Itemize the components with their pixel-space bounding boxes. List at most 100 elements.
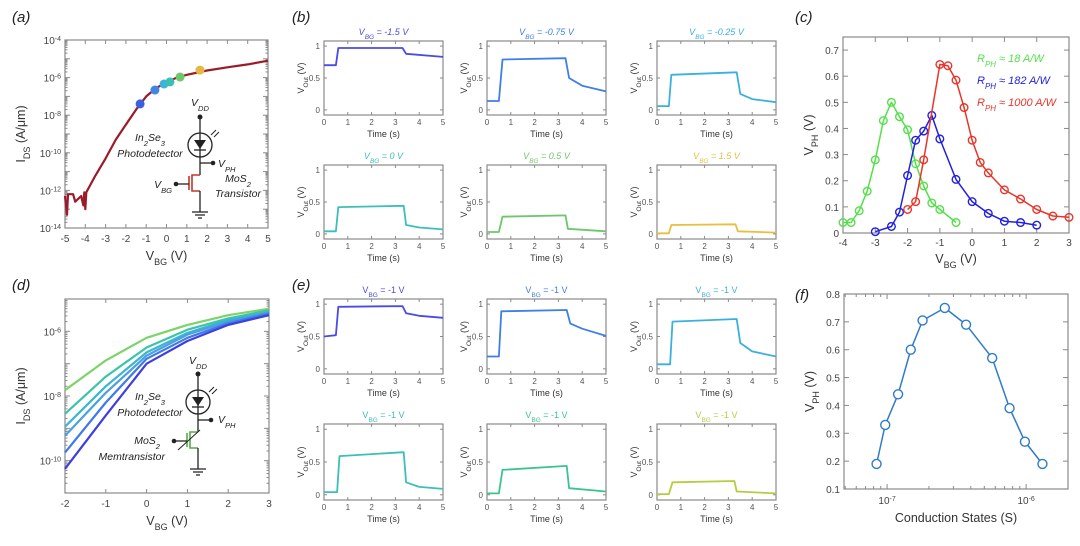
x-tick-label: 2 (369, 118, 374, 127)
x-axis-label: VBG (V) (146, 514, 188, 532)
legend-entry-part: PH (985, 82, 996, 91)
circuit-label-vbg-part: BG (161, 186, 172, 195)
y-axis-label: VOut (V) (629, 447, 643, 478)
circuit-label-tr1-part: MoS (134, 435, 156, 447)
y-tick-label: 10-6 (44, 73, 61, 85)
y-axis-label-part: Out (636, 335, 643, 346)
x-tick-label: 1 (1002, 238, 1008, 249)
log-exponent: -14 (51, 224, 61, 231)
x-axis-label-part: (V) (957, 252, 977, 266)
y-tick-label: 0.5 (642, 458, 654, 467)
subplot-title: VBG = -1 V (525, 410, 567, 424)
log-base: 10 (44, 74, 56, 85)
y-axis-label-part: Out (303, 335, 310, 346)
x-tick-label: 5 (604, 503, 609, 512)
y-axis-label: VOut (V) (629, 187, 643, 218)
y-tick-label: 0.5 (309, 198, 321, 207)
subplot-title-part: = 1.5 V (709, 151, 741, 161)
x-tick-label: 4 (417, 242, 422, 251)
subplot-title: VBG = 1.5 V (693, 151, 741, 165)
log-exponent: -8 (55, 111, 61, 118)
x-tick-label: 0 (485, 242, 490, 251)
data-point (999, 185, 1009, 195)
x-tick-label: 0 (655, 503, 660, 512)
x-tick-label: 0 (655, 242, 660, 251)
y-axis-label-part: Out (466, 77, 473, 88)
log-exponent: -12 (51, 186, 61, 193)
x-axis-label-part: Time (s) (367, 388, 400, 398)
data-point (1016, 194, 1026, 204)
data-point (919, 126, 929, 136)
x-tick-label: 1 (346, 503, 351, 512)
y-tick-label: 10-10 (40, 148, 61, 160)
x-tick-label: 0 (164, 234, 170, 245)
subplot-title: VBG = -1 V (362, 285, 404, 299)
data-point (903, 204, 913, 214)
subplot-plot-area (486, 40, 607, 116)
subplot-title-part: BG (701, 292, 710, 299)
subplot-title: VBG = -1 V (362, 410, 404, 424)
y-axis-label-part: V (296, 211, 306, 217)
y-tick-label: 0 (316, 230, 321, 239)
y-axis-label: VOut (V) (296, 187, 310, 218)
y-axis-label-part: Out (636, 77, 643, 88)
x-tick-label: 2 (369, 242, 374, 251)
x-axis-label: Conduction States (S) (895, 511, 1017, 525)
legend-entry-part: R (977, 53, 985, 65)
y-tick-label: 0.5 (309, 333, 321, 342)
x-tick-label: 1 (346, 377, 351, 386)
subplot-title: VBG = 0 V (364, 151, 404, 165)
x-tick-label: 2 (204, 234, 210, 245)
y-axis-label-part: Out (466, 335, 473, 346)
y-tick-label: 0 (479, 491, 484, 500)
y-tick-label: 1 (649, 42, 654, 51)
y-tick-label: 0 (316, 491, 321, 500)
x-axis-label-part: Time (s) (700, 253, 733, 263)
x-axis-label: Time (s) (367, 388, 400, 398)
y-tick-label: 1 (316, 42, 321, 51)
series-line-2 (907, 63, 1070, 219)
y-tick-label: 0.3 (825, 151, 839, 162)
subplot-title-part: = -1 V (378, 410, 405, 420)
legend-entry-part: ≈ 182 A/W (996, 75, 1052, 87)
vdd-terminal (197, 114, 203, 120)
y-tick-label: 1 (316, 166, 321, 175)
series-line-1 (875, 114, 1037, 233)
x-tick-label: 3 (726, 377, 731, 386)
y-axis-label-part: (V) (296, 447, 306, 462)
vout-trace (324, 47, 444, 67)
x-tick-label: 2 (369, 377, 374, 386)
circuit-label-vdd-part: V (191, 97, 199, 109)
y-tick-label: 0.4 (825, 124, 839, 135)
circuit-label-vbg: VBG (154, 179, 172, 195)
circuit-label-vph-part: PH (225, 421, 236, 430)
data-point (983, 168, 993, 178)
legend-entry: RPH ≈ 18 A/W (977, 53, 1045, 69)
x-axis-label-part: (V) (167, 249, 187, 263)
x-tick-label: 5 (604, 118, 609, 127)
x-tick-label: 4 (245, 234, 251, 245)
y-axis-label-part: V (629, 346, 639, 352)
y-tick-label: 0.5 (309, 458, 321, 467)
y-axis-label-part: V (629, 87, 639, 93)
y-tick-label: 1 (479, 42, 484, 51)
x-tick-label: 0 (322, 377, 327, 386)
x-tick-label: 1 (184, 234, 190, 245)
y-axis-label: VOut (V) (629, 63, 643, 94)
series-line-1 (64, 309, 270, 415)
panel-c-plot-area (842, 36, 1070, 234)
circuit-label-vbg-part: V (154, 179, 162, 191)
y-tick-label: 10-8 (44, 111, 61, 123)
panel-label: (c) (795, 9, 813, 26)
y-tick-label: 0 (649, 106, 654, 115)
y-axis-label-part: (V) (629, 63, 639, 78)
subplot-title-part: V (525, 285, 531, 295)
y-axis-label-part: V (629, 471, 639, 477)
circuit-label-det2-part: Photodetector (117, 148, 183, 160)
data-point (870, 227, 880, 237)
data-point (886, 97, 896, 107)
